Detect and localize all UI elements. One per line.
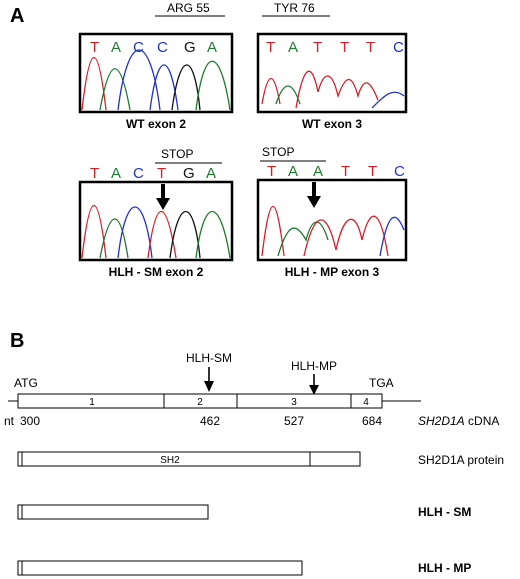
- codon-header: TYR 76: [274, 1, 315, 15]
- gene-name: SH2D1A: [418, 414, 465, 428]
- trace-caption: WT exon 3: [302, 117, 362, 131]
- codon-header: STOP: [161, 147, 193, 161]
- base-letter: T: [90, 165, 99, 182]
- base-letter: T: [267, 163, 276, 180]
- panel-a-label: A: [10, 5, 24, 27]
- trace-peak: [149, 64, 179, 111]
- trace-caption: HLH - SM exon 2: [109, 265, 204, 279]
- protein-label: SH2D1A protein: [418, 453, 504, 467]
- position-label: 527: [284, 414, 304, 428]
- base-letter: T: [341, 163, 350, 180]
- base-letter: C: [393, 39, 404, 56]
- trace-hlh-sm-exon-2: T A C T G A STOP HLH - SM exon 2: [78, 147, 234, 279]
- trace-peak: [371, 91, 405, 109]
- trace-peak: [261, 205, 285, 257]
- hlh-sm-protein-bar: [17, 504, 209, 520]
- trace-hlh-mp-exon-3: T A A T T C STOP HLH - MP exon 3: [256, 145, 408, 279]
- panel-b-label: B: [10, 330, 24, 352]
- mutation-arrow-icon: [156, 198, 170, 210]
- base-letter: A: [288, 163, 298, 180]
- trace-wt-exon-2: T A C C G A ARG 55 WT exon 2: [78, 1, 234, 131]
- trace-peak: [117, 206, 153, 259]
- base-letter: T: [90, 39, 99, 56]
- trace-peak: [277, 221, 329, 257]
- base-letter: A: [207, 39, 217, 56]
- position-label: 300: [20, 414, 40, 428]
- trace-caption: HLH - MP exon 3: [285, 265, 380, 279]
- mutation-label-hlh-sm: HLH-SM: [186, 351, 232, 365]
- mutation-label-hlh-mp: HLH-MP: [291, 359, 337, 373]
- down-arrow-icon: [309, 385, 319, 395]
- trace-wt-exon-3: T A T T T C TYR 76 WT exon 3: [256, 1, 408, 131]
- base-letter: C: [157, 39, 168, 56]
- down-arrow-icon: [204, 381, 214, 392]
- trace-peak: [147, 210, 177, 259]
- base-letter: T: [157, 165, 166, 182]
- hlh-mp-protein-bar: [17, 560, 303, 576]
- nt-prefix: nt: [4, 414, 15, 428]
- base-letter: G: [183, 165, 195, 182]
- trace-peak: [171, 64, 201, 111]
- trace-peak: [81, 205, 107, 259]
- trace-peak: [379, 216, 405, 257]
- sh2-domain-label: SH2: [160, 455, 180, 466]
- base-letter: G: [184, 39, 196, 56]
- chromatogram-frame: [256, 32, 408, 114]
- base-letter: A: [313, 163, 323, 180]
- base-letter: T: [366, 39, 375, 56]
- exon-number: 1: [89, 397, 95, 408]
- position-label: 462: [200, 414, 220, 428]
- chromatogram-frame: [256, 178, 408, 262]
- mutation-arrow-icon: [307, 196, 321, 208]
- chromatogram-frame: [78, 180, 234, 262]
- base-letter: A: [111, 39, 121, 56]
- base-letter: C: [133, 39, 144, 56]
- cdna-label: SH2D1A cDNA: [418, 414, 499, 428]
- cdna-exon-map: [17, 393, 383, 409]
- base-letter: T: [313, 39, 322, 56]
- base-letter: A: [288, 39, 298, 56]
- codon-header: ARG 55: [167, 1, 210, 15]
- base-letter: T: [340, 39, 349, 56]
- base-letter: A: [206, 165, 216, 182]
- trace-peak: [81, 57, 107, 111]
- trace-caption: WT exon 2: [126, 117, 186, 131]
- position-label: 684: [362, 414, 382, 428]
- hlh-mp-label: HLH - MP: [418, 561, 471, 575]
- exon-number: 4: [363, 397, 369, 408]
- trace-peak: [295, 70, 379, 109]
- base-letter: T: [266, 39, 275, 56]
- exon-number: 3: [291, 397, 297, 408]
- base-letter: T: [368, 163, 377, 180]
- trace-peak: [195, 60, 231, 111]
- trace-peak: [99, 218, 129, 259]
- trace-peak: [99, 68, 131, 111]
- base-letter: C: [394, 163, 405, 180]
- trace-peak: [169, 210, 201, 259]
- cdna-suffix: cDNA: [465, 414, 500, 428]
- stop-codon-label: TGA: [369, 376, 394, 390]
- trace-peak: [303, 215, 389, 257]
- exon-number: 2: [197, 397, 203, 408]
- trace-peak: [117, 49, 161, 111]
- sh2d1a-protein-bar: [17, 451, 361, 467]
- trace-peak: [261, 78, 281, 105]
- base-letter: A: [111, 165, 121, 182]
- hlh-sm-label: HLH - SM: [418, 505, 471, 519]
- codon-header: STOP: [262, 145, 294, 159]
- start-codon-label: ATG: [14, 376, 38, 390]
- base-letter: C: [133, 165, 144, 182]
- chromatogram-frame: [78, 32, 234, 114]
- trace-peak: [195, 210, 231, 259]
